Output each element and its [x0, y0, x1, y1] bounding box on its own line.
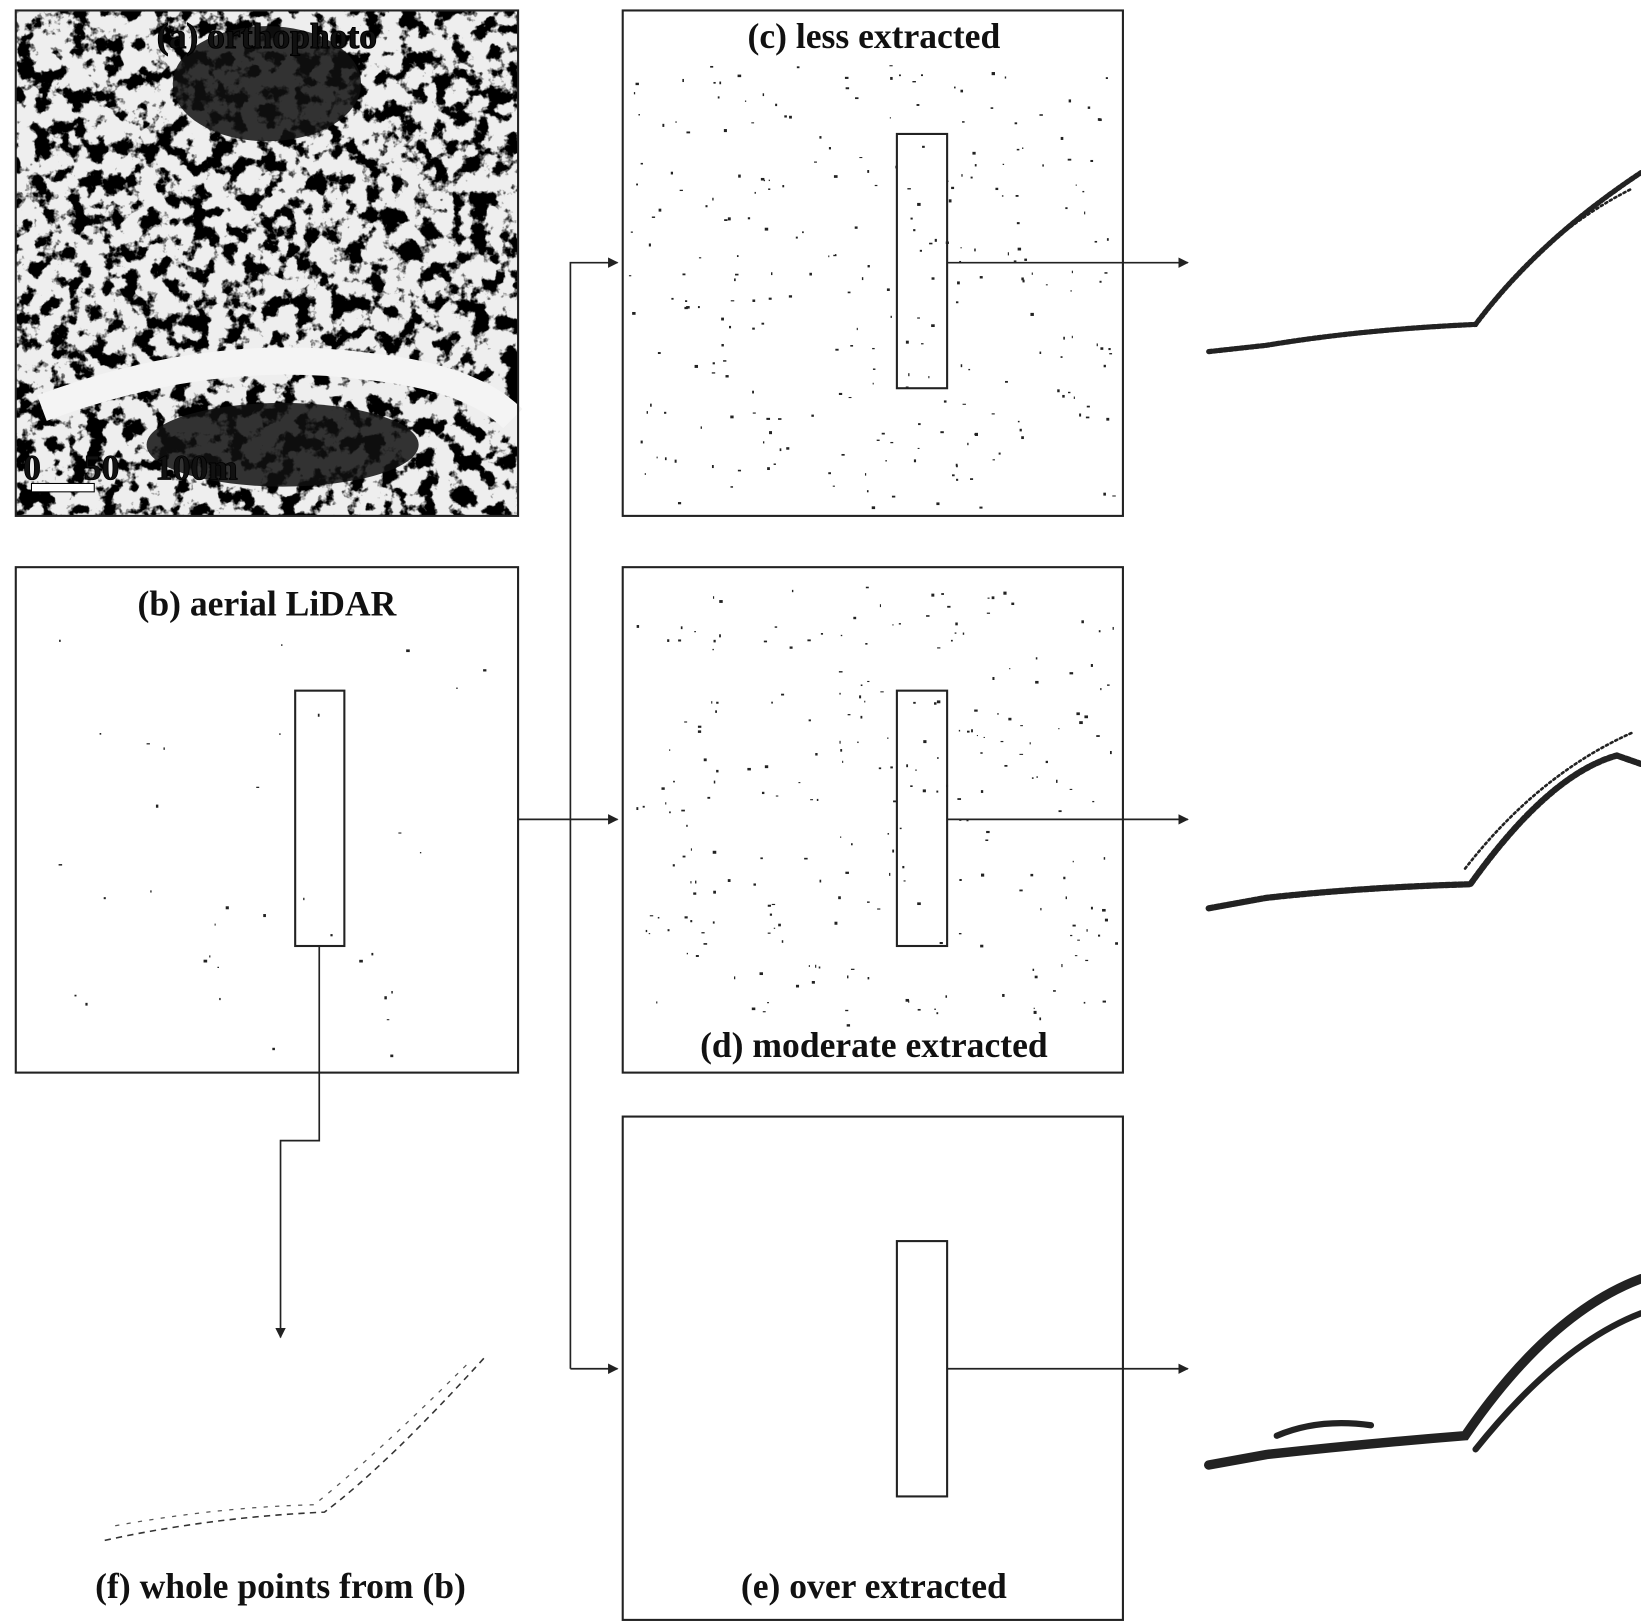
- panel-title: (a) orthophoto: [157, 16, 377, 56]
- profiles: [1209, 173, 1641, 1465]
- page: (a) orthophoto 0 50 100m (b) aerial LiDA…: [0, 0, 1641, 1622]
- point-scatter: [636, 587, 1118, 1027]
- panel-title: (b) aerial LiDAR: [138, 583, 397, 623]
- panel-title: (f) whole points from (b): [95, 1566, 466, 1606]
- scale-label: 100m: [155, 447, 238, 487]
- scale-label: 0: [23, 447, 41, 487]
- panel-title: (e) over extracted: [741, 1566, 1007, 1606]
- panel-title: (c) less extracted: [747, 16, 1000, 56]
- scale-label: 50: [84, 447, 120, 487]
- point-scatter: [59, 640, 487, 1057]
- figure: (a) orthophoto 0 50 100m (b) aerial LiDA…: [0, 0, 1641, 1622]
- panel-b: (b) aerial LiDAR: [16, 567, 518, 1072]
- profile-f: [105, 1355, 487, 1540]
- point-scatter: [629, 65, 1116, 509]
- profile-f: [115, 1360, 471, 1525]
- panel-a: (a) orthophoto 0 50 100m: [16, 10, 518, 515]
- panel-title: (d) moderate extracted: [700, 1025, 1048, 1065]
